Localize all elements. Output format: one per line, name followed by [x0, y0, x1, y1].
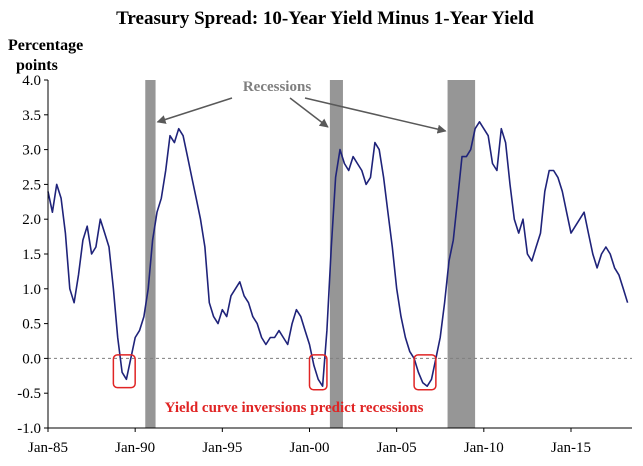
x-tick-label-4: Jan-00: [289, 440, 329, 456]
inversion-boxes: [112, 354, 437, 391]
axes: 4.0 3.5 3.0 2.5 2.0 1.5 1.0 0.5 0.0 -0.5 -1.0 Jan-8…: [17, 73, 632, 456]
inversion-box-2: [308, 354, 328, 391]
y-tick-label-1: 4.0: [22, 73, 41, 89]
inversion-box-1: [112, 354, 136, 389]
recession-arrow-3: [304, 97, 447, 134]
inversion-label: Yield curve inversions predict recession…: [165, 400, 424, 416]
recession-arrow-2: [289, 97, 329, 128]
recession-bands: [145, 80, 476, 428]
y-tick-label-4: 2.5: [22, 177, 41, 193]
y-tick-label-6: 1.5: [22, 247, 41, 263]
recession-arrows: [156, 97, 447, 134]
y-tick-label-10: -0.5: [17, 386, 41, 402]
recession-band-2: [329, 80, 343, 428]
recession-band-3: [447, 80, 476, 428]
x-tick-label-1: Jan-85: [28, 440, 68, 456]
x-tick-label-5: Jan-05: [377, 440, 417, 456]
y-tick-label-9: 0.0: [22, 351, 41, 367]
recession-arrow-1: [156, 97, 233, 124]
x-tick-label-2: Jan-90: [115, 440, 155, 456]
y-tick-label-3: 3.0: [22, 143, 41, 159]
series-layer: [47, 121, 629, 387]
x-tick-label-7: Jan-15: [551, 440, 591, 456]
y-axis-label-line2: points: [16, 57, 58, 74]
inversion-box-3: [413, 354, 437, 391]
recession-label: Recessions: [243, 79, 311, 95]
y-tick-label-5: 2.0: [22, 212, 41, 228]
y-tick-label-7: 1.0: [22, 282, 41, 298]
x-tick-label-6: Jan-10: [464, 440, 504, 456]
chart-title: Treasury Spread: 10-Year Yield Minus 1-Y…: [116, 8, 534, 29]
x-tick-label-3: Jan-95: [202, 440, 242, 456]
y-tick-label-2: 3.5: [22, 108, 41, 124]
recession-band-1: [145, 80, 156, 428]
y-tick-label-8: 0.5: [22, 317, 41, 333]
series-line-1: [47, 121, 629, 387]
y-tick-label-11: -1.0: [17, 421, 41, 437]
y-axis-label-line1: Percentage: [8, 37, 83, 54]
